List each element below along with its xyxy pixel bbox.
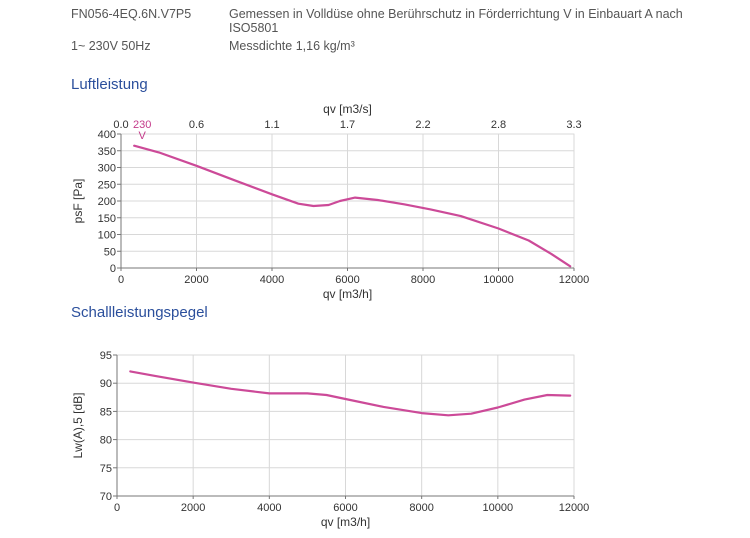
air-performance-title: Luftleistung <box>71 76 148 93</box>
y-tick-label: 100 <box>98 230 116 242</box>
x2-tick-label: 2.2 <box>415 119 430 131</box>
y-axis-label: psF [Pa] <box>71 179 85 224</box>
x2-axis-label: qv [m3/s] <box>323 102 372 116</box>
x-axis-label: qv [m3/h] <box>323 287 372 301</box>
x-tick-label: 0 <box>118 274 124 286</box>
x2-tick-label: 3.3 <box>566 119 581 131</box>
x2-tick-label: 1.1 <box>264 119 279 131</box>
x-tick-label: 10000 <box>483 274 514 286</box>
supply-info: 1~ 230V 50Hz <box>71 39 151 53</box>
x2-tick-label: 0.6 <box>189 119 204 131</box>
x-tick-label: 8000 <box>411 274 435 286</box>
y-tick-label: 200 <box>98 196 116 208</box>
curve-label-unit: V <box>139 130 147 142</box>
density-info: Messdichte 1,16 kg/m³ <box>229 39 355 53</box>
x2-tick-label: 1.7 <box>340 119 355 131</box>
x2-tick-label: 0.0 <box>113 119 128 131</box>
description-line-2: ISO5801 <box>229 21 279 35</box>
x2-tick-label: 2.8 <box>491 119 506 131</box>
x-tick-label: 6000 <box>335 274 359 286</box>
y-tick-label: 400 <box>98 129 116 141</box>
y-tick-label: 300 <box>98 163 116 175</box>
y-tick-label: 250 <box>98 179 116 191</box>
y-tick-label: 350 <box>98 146 116 158</box>
curve-label-voltage: 230 <box>133 119 151 131</box>
y-tick-label: 50 <box>104 246 116 258</box>
model-name: FN056-4EQ.6N.V7P5 <box>71 7 192 21</box>
description-line-1: Gemessen in Volldüse ohne Berührschutz i… <box>229 7 683 21</box>
x-tick-label: 4000 <box>260 274 284 286</box>
x-tick-label: 12000 <box>559 274 590 286</box>
series-line <box>133 144 572 268</box>
y-tick-label: 150 <box>98 213 116 225</box>
y-tick-label: 0 <box>110 263 116 275</box>
x-tick-label: 2000 <box>184 274 208 286</box>
sound-power-title: Schallleistungspegel <box>71 304 208 321</box>
